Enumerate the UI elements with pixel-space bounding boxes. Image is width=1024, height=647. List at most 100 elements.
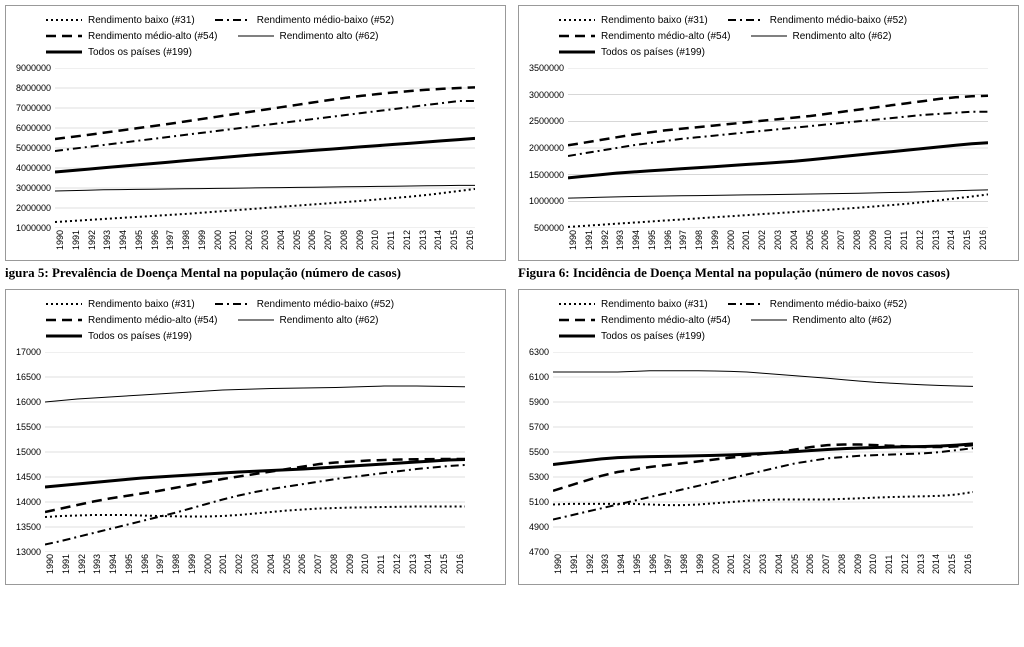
x-tick: 2000 [203, 564, 213, 574]
x-tick: 1999 [710, 240, 720, 250]
x-tick: 2002 [244, 240, 254, 250]
legend-label: Rendimento baixo (#31) [601, 15, 708, 26]
legend-item: Rendimento baixo (#31) [559, 298, 708, 310]
legend-swatch [728, 298, 764, 310]
legend-swatch [215, 298, 251, 310]
figure-caption: igura 5: Prevalência de Doença Mental na… [5, 265, 506, 281]
legend-item: Todos os países (#199) [559, 46, 705, 58]
x-tick: 2011 [884, 564, 894, 574]
x-tick: 2015 [962, 240, 972, 250]
legend-swatch [46, 46, 82, 58]
series-line [55, 87, 475, 139]
x-tick: 2003 [260, 240, 270, 250]
plot-area: 1990199119921993199419951996199719981999… [553, 352, 1008, 580]
x-tick: 2008 [852, 240, 862, 250]
x-tick: 2010 [370, 240, 380, 250]
x-tick: 1997 [165, 240, 175, 250]
x-tick: 2000 [213, 240, 223, 250]
x-tick: 2012 [392, 564, 402, 574]
x-tick: 2004 [774, 564, 784, 574]
legend-item: Todos os países (#199) [46, 46, 192, 58]
x-tick: 2009 [345, 564, 355, 574]
x-tick: 1994 [616, 564, 626, 574]
x-tick: 1995 [632, 564, 642, 574]
x-tick: 1999 [187, 564, 197, 574]
x-tick: 1992 [87, 240, 97, 250]
x-tick: 2004 [276, 240, 286, 250]
x-tick: 2007 [323, 240, 333, 250]
x-tick: 2014 [423, 564, 433, 574]
plot-wrap: 1300013500140001450015000155001600016500… [16, 352, 495, 580]
plot-area: 1990199119921993199419951996199719981999… [45, 352, 495, 580]
x-tick: 1998 [679, 564, 689, 574]
x-tick: 2006 [307, 240, 317, 250]
x-tick: 2003 [758, 564, 768, 574]
legend-swatch [238, 314, 274, 326]
x-tick: 2014 [433, 240, 443, 250]
x-tick: 2013 [418, 240, 428, 250]
x-tick: 2013 [931, 240, 941, 250]
x-tick: 1990 [568, 240, 578, 250]
legend-item: Rendimento baixo (#31) [559, 14, 708, 26]
legend-label: Rendimento baixo (#31) [601, 299, 708, 310]
legend-label: Rendimento baixo (#31) [88, 15, 195, 26]
x-tick: 2002 [757, 240, 767, 250]
x-tick: 2011 [376, 564, 386, 574]
x-tick: 2001 [228, 240, 238, 250]
plot-svg [553, 352, 973, 552]
legend-item: Rendimento médio-baixo (#52) [728, 14, 907, 26]
legend-label: Rendimento alto (#62) [280, 31, 379, 42]
x-tick: 2007 [836, 240, 846, 250]
plot-area: 1990199119921993199419951996199719981999… [568, 68, 1008, 256]
x-tick: 2001 [741, 240, 751, 250]
x-tick: 1993 [92, 564, 102, 574]
legend-swatch [215, 14, 251, 26]
x-tick: 1990 [45, 564, 55, 574]
x-tick: 2011 [899, 240, 909, 250]
legend-swatch [751, 314, 787, 326]
x-tick: 1995 [134, 240, 144, 250]
x-tick: 2006 [805, 564, 815, 574]
x-tick: 1994 [118, 240, 128, 250]
x-tick: 2008 [329, 564, 339, 574]
x-tick: 1990 [55, 240, 65, 250]
x-axis: 1990199119921993199419951996199719981999… [45, 554, 465, 580]
plot-wrap: 1000000200000030000004000000500000060000… [16, 68, 495, 256]
x-tick: 2010 [883, 240, 893, 250]
plot-svg [55, 68, 475, 228]
x-tick: 2009 [355, 240, 365, 250]
figure-caption: Figura 6: Incidência de Doença Mental na… [518, 265, 1019, 281]
x-tick: 2013 [916, 564, 926, 574]
x-tick: 2010 [360, 564, 370, 574]
x-tick: 2005 [282, 564, 292, 574]
x-tick: 1997 [678, 240, 688, 250]
legend-swatch [559, 30, 595, 42]
legend-label: Rendimento alto (#62) [793, 31, 892, 42]
x-tick: 2009 [868, 240, 878, 250]
x-tick: 2014 [946, 240, 956, 250]
x-tick: 2000 [711, 564, 721, 574]
chart-panel: Rendimento baixo (#31)Rendimento médio-b… [5, 289, 506, 585]
legend-item: Rendimento alto (#62) [751, 30, 892, 42]
legend-item: Rendimento alto (#62) [238, 314, 379, 326]
legend-item: Todos os países (#199) [46, 330, 192, 342]
x-tick: 1992 [77, 564, 87, 574]
legend-label: Rendimento médio-alto (#54) [601, 315, 731, 326]
legend: Rendimento baixo (#31) Rendimento médio-b… [16, 14, 495, 58]
legend-swatch [559, 330, 595, 342]
legend-swatch [728, 14, 764, 26]
legend-item: Rendimento baixo (#31) [46, 14, 195, 26]
x-tick: 2002 [742, 564, 752, 574]
plot-wrap: 4700490051005300550057005900610063001990… [529, 352, 1008, 580]
legend-label: Todos os países (#199) [601, 47, 705, 58]
legend-label: Rendimento médio-baixo (#52) [770, 15, 907, 26]
x-tick: 2008 [339, 240, 349, 250]
x-tick: 1991 [584, 240, 594, 250]
legend-item: Rendimento médio-baixo (#52) [215, 298, 394, 310]
chart-box: Rendimento baixo (#31)Rendimento médio-b… [5, 289, 506, 585]
legend-item: Rendimento médio-baixo (#52) [215, 14, 394, 26]
plot-svg [45, 352, 465, 552]
series-line [55, 189, 475, 222]
x-tick: 1999 [695, 564, 705, 574]
x-tick: 2003 [773, 240, 783, 250]
